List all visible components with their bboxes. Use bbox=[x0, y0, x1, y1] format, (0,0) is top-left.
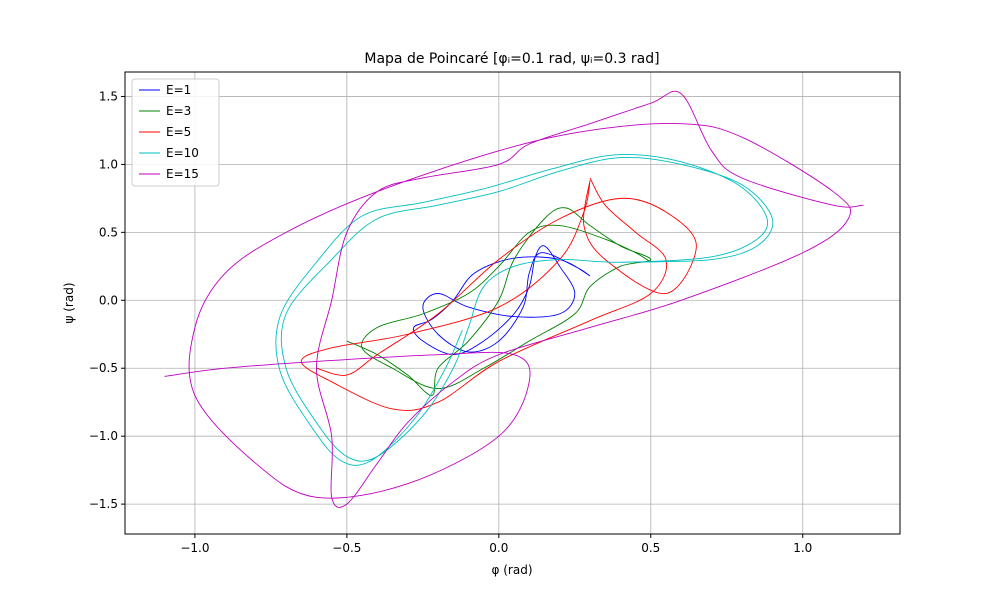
legend: E=1 E=3 E=5 E=10 E=15 bbox=[131, 78, 220, 187]
y-tick-label: −0.5 bbox=[89, 361, 118, 375]
x-tick-label: −0.5 bbox=[332, 541, 361, 555]
x-axis-label: φ (rad) bbox=[492, 563, 533, 577]
y-tick-label: 1.5 bbox=[99, 89, 118, 103]
series-line-e-15 bbox=[164, 90, 864, 508]
x-tick-label: 0.0 bbox=[489, 541, 508, 555]
y-tick-label: 0.5 bbox=[99, 225, 118, 239]
y-tick-label: −1.0 bbox=[89, 429, 118, 443]
x-tick-label: −1.0 bbox=[180, 541, 209, 555]
series-line-e-10 bbox=[275, 154, 774, 466]
y-tick-label: 1.0 bbox=[99, 157, 118, 171]
series-line-e-1 bbox=[412, 245, 591, 356]
legend-entry: E=3 bbox=[166, 104, 191, 118]
legend-entry: E=5 bbox=[166, 125, 191, 139]
plot-frame bbox=[124, 71, 901, 535]
plot-area bbox=[125, 72, 900, 534]
ticks: −1.0 −0.5 0.0 0.5 1.0 −1.5 −1.0 −0.5 0.0 0.5 1.0 1.… bbox=[89, 89, 812, 555]
legend-entry: E=15 bbox=[166, 167, 199, 181]
chart-title: Mapa de Poincaré [φᵢ=0.1 rad, ψᵢ=0.3 rad… bbox=[364, 51, 659, 67]
x-tick-label: 0.5 bbox=[641, 541, 660, 555]
legend-entry: E=10 bbox=[166, 146, 199, 160]
grid bbox=[125, 72, 900, 534]
series-layer bbox=[164, 90, 864, 508]
x-tick-label: 1.0 bbox=[793, 541, 812, 555]
legend-box bbox=[131, 78, 220, 187]
y-axis-label: ψ (rad) bbox=[62, 283, 76, 324]
series-line-e-3 bbox=[346, 207, 652, 396]
legend-entry: E=1 bbox=[166, 83, 191, 97]
y-tick-label: 0.0 bbox=[99, 293, 118, 307]
series-line-e-5 bbox=[300, 177, 697, 411]
y-tick-label: −1.5 bbox=[89, 497, 118, 511]
